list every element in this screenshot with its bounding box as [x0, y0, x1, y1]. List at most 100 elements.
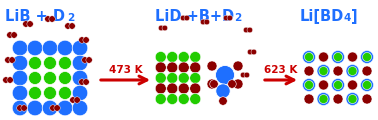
Circle shape — [247, 27, 253, 33]
Circle shape — [50, 105, 56, 111]
Circle shape — [43, 72, 56, 84]
Circle shape — [333, 66, 343, 76]
Circle shape — [240, 72, 246, 78]
Circle shape — [319, 80, 328, 90]
Circle shape — [251, 49, 257, 55]
Circle shape — [59, 87, 71, 99]
Circle shape — [317, 93, 330, 105]
Text: 2: 2 — [67, 13, 74, 23]
Text: LiB + D: LiB + D — [5, 9, 65, 24]
Circle shape — [17, 105, 23, 111]
Circle shape — [167, 93, 178, 105]
Circle shape — [178, 62, 189, 73]
Circle shape — [210, 80, 218, 88]
Circle shape — [363, 81, 372, 90]
Text: 473 K: 473 K — [109, 65, 142, 75]
Circle shape — [361, 51, 373, 63]
Circle shape — [155, 62, 166, 73]
Circle shape — [319, 95, 328, 103]
Text: ]: ] — [351, 9, 358, 24]
Circle shape — [333, 53, 342, 61]
Circle shape — [45, 16, 51, 22]
Circle shape — [223, 15, 229, 21]
Circle shape — [190, 83, 201, 94]
Circle shape — [332, 78, 344, 91]
Circle shape — [167, 83, 178, 94]
Circle shape — [86, 57, 92, 63]
Circle shape — [70, 97, 76, 103]
Circle shape — [332, 51, 344, 63]
Circle shape — [346, 93, 359, 105]
Circle shape — [43, 57, 56, 69]
Circle shape — [155, 93, 166, 105]
Text: 623 K: 623 K — [264, 65, 298, 75]
Circle shape — [11, 32, 17, 38]
Circle shape — [347, 80, 358, 90]
Circle shape — [178, 72, 189, 84]
Circle shape — [204, 19, 210, 25]
Circle shape — [190, 72, 201, 84]
Circle shape — [7, 77, 13, 83]
Circle shape — [219, 97, 227, 105]
Circle shape — [72, 55, 88, 71]
Circle shape — [158, 25, 164, 31]
Circle shape — [82, 57, 88, 63]
Circle shape — [361, 78, 373, 91]
Circle shape — [162, 25, 167, 31]
Circle shape — [155, 72, 166, 84]
Circle shape — [362, 94, 372, 104]
Circle shape — [12, 40, 28, 56]
Circle shape — [333, 81, 342, 90]
Circle shape — [49, 16, 55, 22]
Circle shape — [167, 62, 178, 73]
Circle shape — [178, 93, 189, 105]
Circle shape — [305, 53, 313, 61]
Circle shape — [247, 49, 253, 55]
Circle shape — [305, 81, 313, 90]
Circle shape — [215, 66, 234, 84]
Circle shape — [347, 52, 358, 62]
Circle shape — [333, 94, 343, 104]
Circle shape — [43, 87, 56, 99]
Circle shape — [3, 77, 9, 83]
Circle shape — [59, 72, 71, 84]
Circle shape — [83, 79, 89, 85]
Circle shape — [5, 57, 11, 63]
Circle shape — [72, 100, 88, 116]
Circle shape — [319, 66, 328, 75]
Circle shape — [228, 80, 236, 88]
Circle shape — [167, 51, 178, 63]
Circle shape — [72, 85, 88, 101]
Circle shape — [200, 19, 206, 25]
Circle shape — [244, 72, 249, 78]
Text: 4: 4 — [344, 13, 352, 23]
Circle shape — [28, 72, 42, 84]
Circle shape — [190, 62, 201, 73]
Circle shape — [28, 57, 42, 69]
Circle shape — [79, 79, 85, 85]
Circle shape — [227, 15, 232, 21]
Circle shape — [7, 32, 13, 38]
Circle shape — [207, 79, 217, 89]
Circle shape — [72, 70, 88, 86]
Circle shape — [23, 21, 29, 27]
Circle shape — [363, 53, 372, 61]
Circle shape — [42, 100, 58, 116]
Circle shape — [27, 21, 33, 27]
Circle shape — [12, 100, 28, 116]
Circle shape — [9, 57, 15, 63]
Circle shape — [302, 51, 316, 63]
Circle shape — [83, 37, 89, 43]
Circle shape — [302, 78, 316, 91]
Circle shape — [12, 70, 28, 86]
Circle shape — [155, 51, 166, 63]
Text: Li[BD: Li[BD — [300, 9, 344, 24]
Circle shape — [57, 40, 73, 56]
Circle shape — [346, 65, 359, 78]
Circle shape — [304, 94, 314, 104]
Circle shape — [178, 83, 189, 94]
Circle shape — [59, 57, 71, 69]
Circle shape — [69, 23, 75, 29]
Circle shape — [65, 23, 71, 29]
Circle shape — [79, 37, 85, 43]
